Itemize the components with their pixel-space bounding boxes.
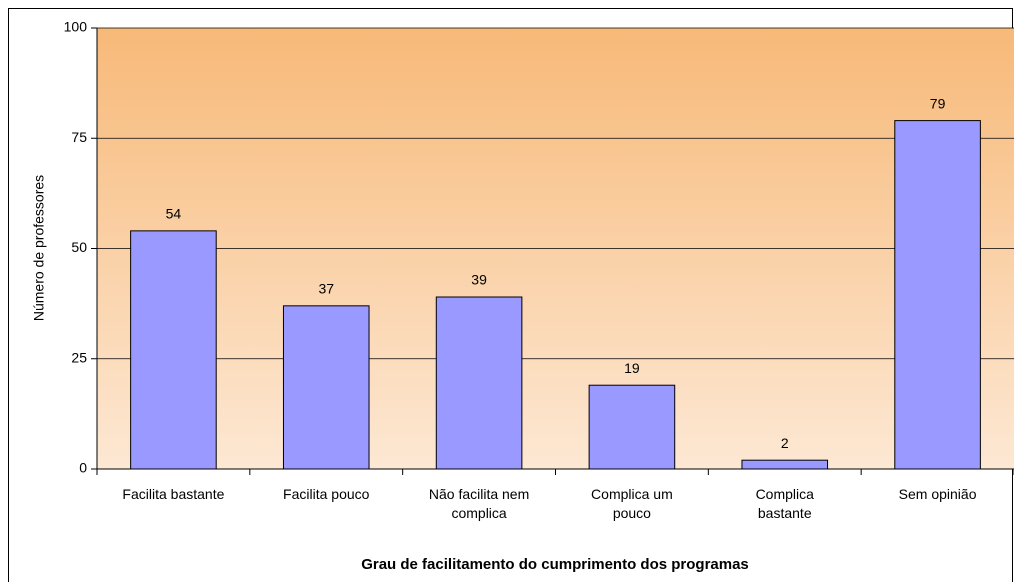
- data-label: 54: [166, 206, 182, 222]
- x-tick-label: Complica bastante: [755, 486, 814, 521]
- x-tick-label: Facilita bastante: [122, 486, 225, 502]
- x-tick-label: Não facilita nem complica: [428, 486, 530, 521]
- y-tick-label: 50: [71, 239, 87, 255]
- bar: [894, 120, 981, 470]
- y-tick-label: 75: [71, 129, 87, 145]
- y-tick-label: 100: [64, 19, 88, 35]
- x-axis-title: Grau de facilitamento do cumprimento dos…: [361, 556, 749, 573]
- bar: [130, 230, 217, 470]
- bar: [282, 305, 370, 470]
- y-axis-title: Número de professores: [31, 175, 47, 321]
- data-label: 37: [318, 281, 334, 297]
- bar: [588, 384, 676, 470]
- y-tick-label: 25: [71, 349, 87, 365]
- x-tick-label: Sem opinião: [898, 486, 977, 502]
- bar: [435, 296, 523, 470]
- data-label: 2: [781, 435, 789, 451]
- x-tick-label: Complica um pouco: [591, 486, 673, 521]
- data-label: 79: [930, 95, 946, 111]
- data-label: 19: [624, 360, 640, 376]
- x-tick-label: Facilita pouco: [283, 486, 370, 502]
- data-label: 39: [471, 272, 487, 288]
- y-tick-label: 0: [79, 460, 87, 476]
- bar: [741, 459, 829, 470]
